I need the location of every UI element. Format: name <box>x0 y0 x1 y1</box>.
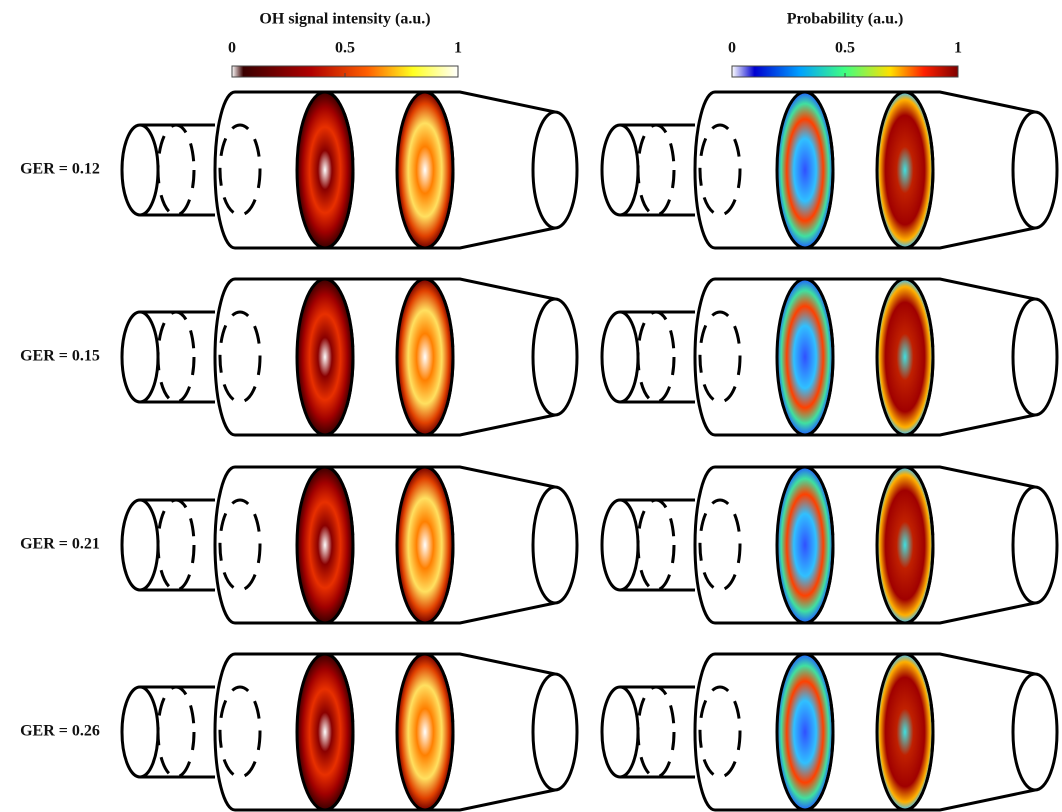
outlet-end <box>533 487 577 603</box>
row-label: GER = 0.26 <box>20 723 100 740</box>
chamber-wall <box>695 467 1035 623</box>
chamber-wall <box>215 467 555 623</box>
inlet-hidden <box>158 687 194 777</box>
outlet-end <box>533 674 577 790</box>
combustor <box>602 467 1057 623</box>
inlet-hidden <box>638 312 674 402</box>
combustor <box>602 654 1057 810</box>
chamber-wall <box>215 92 555 248</box>
combustor <box>602 279 1057 435</box>
chamber-hidden <box>700 687 740 777</box>
row-label: GER = 0.12 <box>20 161 100 178</box>
chamber-wall <box>215 654 555 810</box>
outlet-end <box>1013 299 1057 415</box>
outlet-end <box>533 299 577 415</box>
chamber-wall <box>695 92 1035 248</box>
inlet-end <box>122 125 158 215</box>
inlet-end <box>122 500 158 590</box>
panel-title: Probability (a.u.) <box>787 11 904 28</box>
colorbar-tick-label: 0.5 <box>835 40 855 57</box>
inlet-end <box>602 312 638 402</box>
combustor <box>122 279 577 435</box>
inlet-hidden <box>158 312 194 402</box>
chamber-wall <box>695 654 1035 810</box>
chamber-wall <box>695 279 1035 435</box>
combustor <box>122 92 577 248</box>
chamber-hidden <box>220 312 260 402</box>
chamber-hidden <box>700 500 740 590</box>
combustor <box>122 467 577 623</box>
combustor <box>122 654 577 810</box>
chamber-hidden <box>220 500 260 590</box>
inlet-end <box>122 312 158 402</box>
colorbar-tick-label: 0 <box>228 40 236 57</box>
row-label: GER = 0.21 <box>20 536 100 553</box>
chamber-wall <box>215 279 555 435</box>
outlet-end <box>1013 487 1057 603</box>
chamber-hidden <box>220 687 260 777</box>
inlet-end <box>602 500 638 590</box>
combustor <box>602 92 1057 248</box>
chamber-hidden <box>220 125 260 215</box>
inlet-end <box>602 125 638 215</box>
inlet-end <box>122 687 158 777</box>
colorbar-tick-label: 1 <box>954 40 962 57</box>
inlet-hidden <box>638 125 674 215</box>
inlet-hidden <box>158 500 194 590</box>
colorbar-tick-label: 1 <box>454 40 462 57</box>
inlet-hidden <box>638 500 674 590</box>
inlet-hidden <box>158 125 194 215</box>
panel-title: OH signal intensity (a.u.) <box>259 11 430 28</box>
inlet-hidden <box>638 687 674 777</box>
outlet-end <box>1013 112 1057 228</box>
outlet-end <box>533 112 577 228</box>
row-label: GER = 0.15 <box>20 348 100 365</box>
chamber-hidden <box>700 312 740 402</box>
figure: OH signal intensity (a.u.) 0 0.5 1 Probabili… <box>0 0 1062 812</box>
inlet-end <box>602 687 638 777</box>
colorbar-tick-label: 0.5 <box>335 40 355 57</box>
chamber-hidden <box>700 125 740 215</box>
colorbar-tick-label: 0 <box>728 40 736 57</box>
outlet-end <box>1013 674 1057 790</box>
